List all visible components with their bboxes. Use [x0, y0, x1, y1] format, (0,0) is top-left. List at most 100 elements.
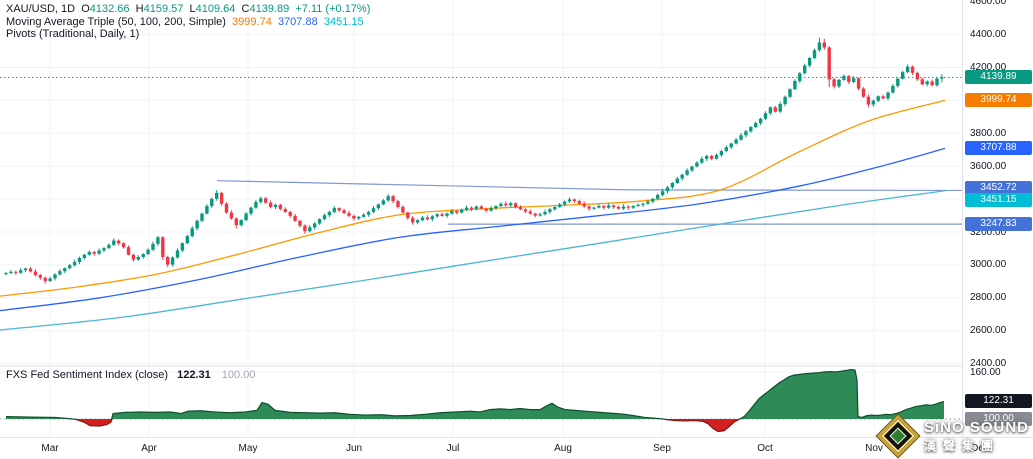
candle-body: [455, 210, 459, 213]
candle-body: [264, 198, 268, 203]
candle-body: [739, 135, 743, 140]
pivots-legend-row[interactable]: Pivots (Traditional, Daily, 1): [6, 28, 370, 41]
candle-body: [430, 216, 434, 220]
candle-body: [415, 220, 420, 223]
time-axis[interactable]: Mar Apr May Jun Jul Aug Sep Oct Nov Dec: [0, 437, 1033, 459]
candle-body: [185, 236, 189, 244]
change-value: +7.11 (+0.17%): [295, 3, 371, 15]
sentiment-area-negative: [6, 419, 944, 432]
indicator-tick-label: 160.00: [970, 366, 1001, 378]
candle-body: [773, 107, 777, 112]
ma50-value: 3999.74: [232, 15, 272, 28]
price-tick-label: 3800.00: [970, 127, 1007, 139]
moving-average-line: [0, 99, 946, 297]
candle-body: [450, 210, 454, 214]
candle-body: [528, 211, 532, 214]
month-label: Mar: [41, 443, 59, 454]
pivots-indicator-title[interactable]: Pivots (Traditional, Daily, 1): [6, 28, 140, 40]
candle-body: [479, 206, 483, 209]
candle-body: [175, 250, 180, 258]
candle-body: [866, 96, 871, 105]
candle-body: [719, 151, 724, 156]
price-axis-badge: 3452.72: [965, 181, 1032, 195]
month-label: Aug: [554, 443, 572, 454]
candle-body: [131, 254, 136, 260]
candle-body: [509, 203, 513, 206]
candle-body: [19, 270, 23, 273]
ma-legend-row[interactable]: Moving Average Triple (50, 100, 200, Sim…: [6, 16, 370, 29]
candle-body: [23, 268, 28, 271]
symbol-legend-row[interactable]: XAU/USD, 1D O4132.66 H4159.57 L4109.64 C…: [6, 3, 370, 16]
candle-body: [396, 201, 400, 207]
candle-body: [293, 215, 297, 221]
ma-indicator-title[interactable]: Moving Average Triple (50, 100, 200, Sim…: [6, 15, 226, 28]
low-label: L: [189, 3, 196, 15]
high-value: 4159.57: [143, 3, 184, 15]
candle-body: [273, 204, 278, 207]
indicator-legend[interactable]: FXS Fed Sentiment Index (close) 122.31 1…: [6, 369, 255, 381]
candle-body: [852, 78, 856, 82]
candle-body: [935, 78, 939, 86]
candle-body: [489, 208, 493, 211]
candle-body: [97, 250, 101, 254]
candle-body: [587, 206, 591, 209]
candle-body: [161, 237, 165, 258]
candle-body: [224, 203, 229, 213]
candle-body: [714, 155, 719, 159]
candle-body: [910, 66, 915, 73]
candle-body: [332, 208, 336, 212]
month-label: Nov: [865, 443, 883, 454]
candle-body: [656, 194, 660, 199]
candle-body: [48, 278, 52, 282]
price-tick-label: 2600.00: [970, 325, 1007, 337]
candle-body: [616, 206, 621, 209]
candle-body: [940, 77, 944, 79]
candle-body: [484, 208, 488, 211]
candle-body: [675, 178, 679, 183]
candle-body: [670, 182, 675, 188]
candle-body: [577, 201, 581, 204]
legend: XAU/USD, 1D O4132.66 H4159.57 L4109.64 C…: [6, 3, 370, 41]
candle-body: [283, 208, 287, 212]
candle-body: [141, 254, 145, 258]
candle-body: [63, 268, 67, 272]
candle-body: [239, 220, 243, 226]
price-tick-label: 4200.00: [970, 62, 1007, 73]
candle-body: [87, 252, 91, 255]
price-tick-label: 3600.00: [970, 160, 1007, 172]
candle-body: [313, 223, 317, 228]
candle-body: [518, 206, 523, 210]
candle-body: [308, 227, 312, 232]
moving-average-line: [0, 147, 946, 312]
candle-body: [558, 204, 562, 207]
candle-body: [460, 209, 464, 213]
candle-body: [685, 170, 689, 175]
candle-body: [298, 220, 302, 226]
price-axis[interactable]: 4600.00 4400.00 4200.00 3800.00 3600.00 3200.…: [962, 0, 1033, 437]
candle-body: [249, 207, 253, 214]
candle-body: [58, 271, 62, 275]
candle-body: [798, 73, 802, 81]
candle-body: [886, 92, 890, 99]
candle-body: [817, 42, 822, 51]
candle-body: [469, 207, 474, 209]
candle-body: [464, 207, 469, 210]
month-label: May: [238, 443, 258, 454]
candle-body: [842, 76, 846, 80]
candle-body: [768, 107, 773, 114]
candle-body: [82, 254, 87, 258]
candle-body: [107, 244, 111, 249]
candle-body: [847, 76, 851, 82]
candle-body: [700, 158, 704, 163]
price-axis-badge: 4139.89: [965, 70, 1032, 85]
close-label: C: [241, 3, 250, 15]
candle-body: [709, 156, 714, 159]
low-value: 4109.64: [195, 3, 236, 15]
sentiment-indicator-title[interactable]: FXS Fed Sentiment Index (close): [6, 369, 169, 381]
candle-body: [357, 216, 361, 219]
candle-body: [156, 237, 160, 244]
candle-body: [121, 243, 126, 248]
symbol-title[interactable]: XAU/USD, 1D: [6, 3, 76, 15]
